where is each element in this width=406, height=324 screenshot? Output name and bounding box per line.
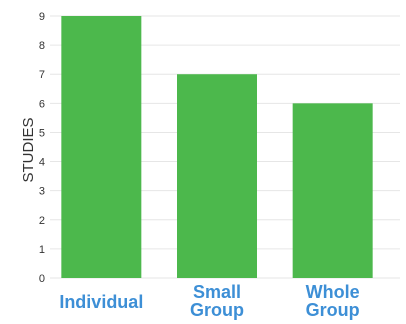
x-category-label: Individual <box>59 292 143 312</box>
y-tick-label: 5 <box>39 127 45 139</box>
y-tick-label: 0 <box>39 273 45 285</box>
y-tick-label: 6 <box>39 98 45 110</box>
y-tick-label: 3 <box>39 186 45 198</box>
bar <box>61 16 142 278</box>
y-tick-label: 4 <box>39 157 45 169</box>
bar <box>177 74 257 278</box>
bar <box>292 103 373 278</box>
x-category-label: Small <box>193 282 241 302</box>
y-tick-label: 2 <box>39 215 45 227</box>
x-category-label: Group <box>190 300 244 320</box>
y-tick-label: 1 <box>39 244 45 256</box>
y-tick-label: 9 <box>39 11 45 23</box>
bars <box>61 16 373 278</box>
y-tick-label: 7 <box>39 69 45 81</box>
x-category-label: Whole <box>306 282 360 302</box>
y-tick-label: 8 <box>39 40 45 52</box>
y-axis-title: STUDIES <box>20 117 37 182</box>
x-category-label: Group <box>306 300 360 320</box>
y-axis-ticks: 0 1 2 3 4 5 6 7 8 9 <box>39 11 45 285</box>
